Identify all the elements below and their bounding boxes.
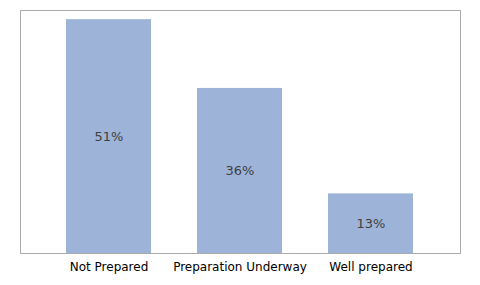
svg-text:51%: 51% [95,129,124,144]
svg-text:Preparation Underway: Preparation Underway [173,260,307,274]
svg-text:36%: 36% [226,163,255,178]
svg-text:Well prepared: Well prepared [329,260,412,274]
svg-text:13%: 13% [357,216,386,231]
svg-text:Not Prepared: Not Prepared [70,260,149,274]
